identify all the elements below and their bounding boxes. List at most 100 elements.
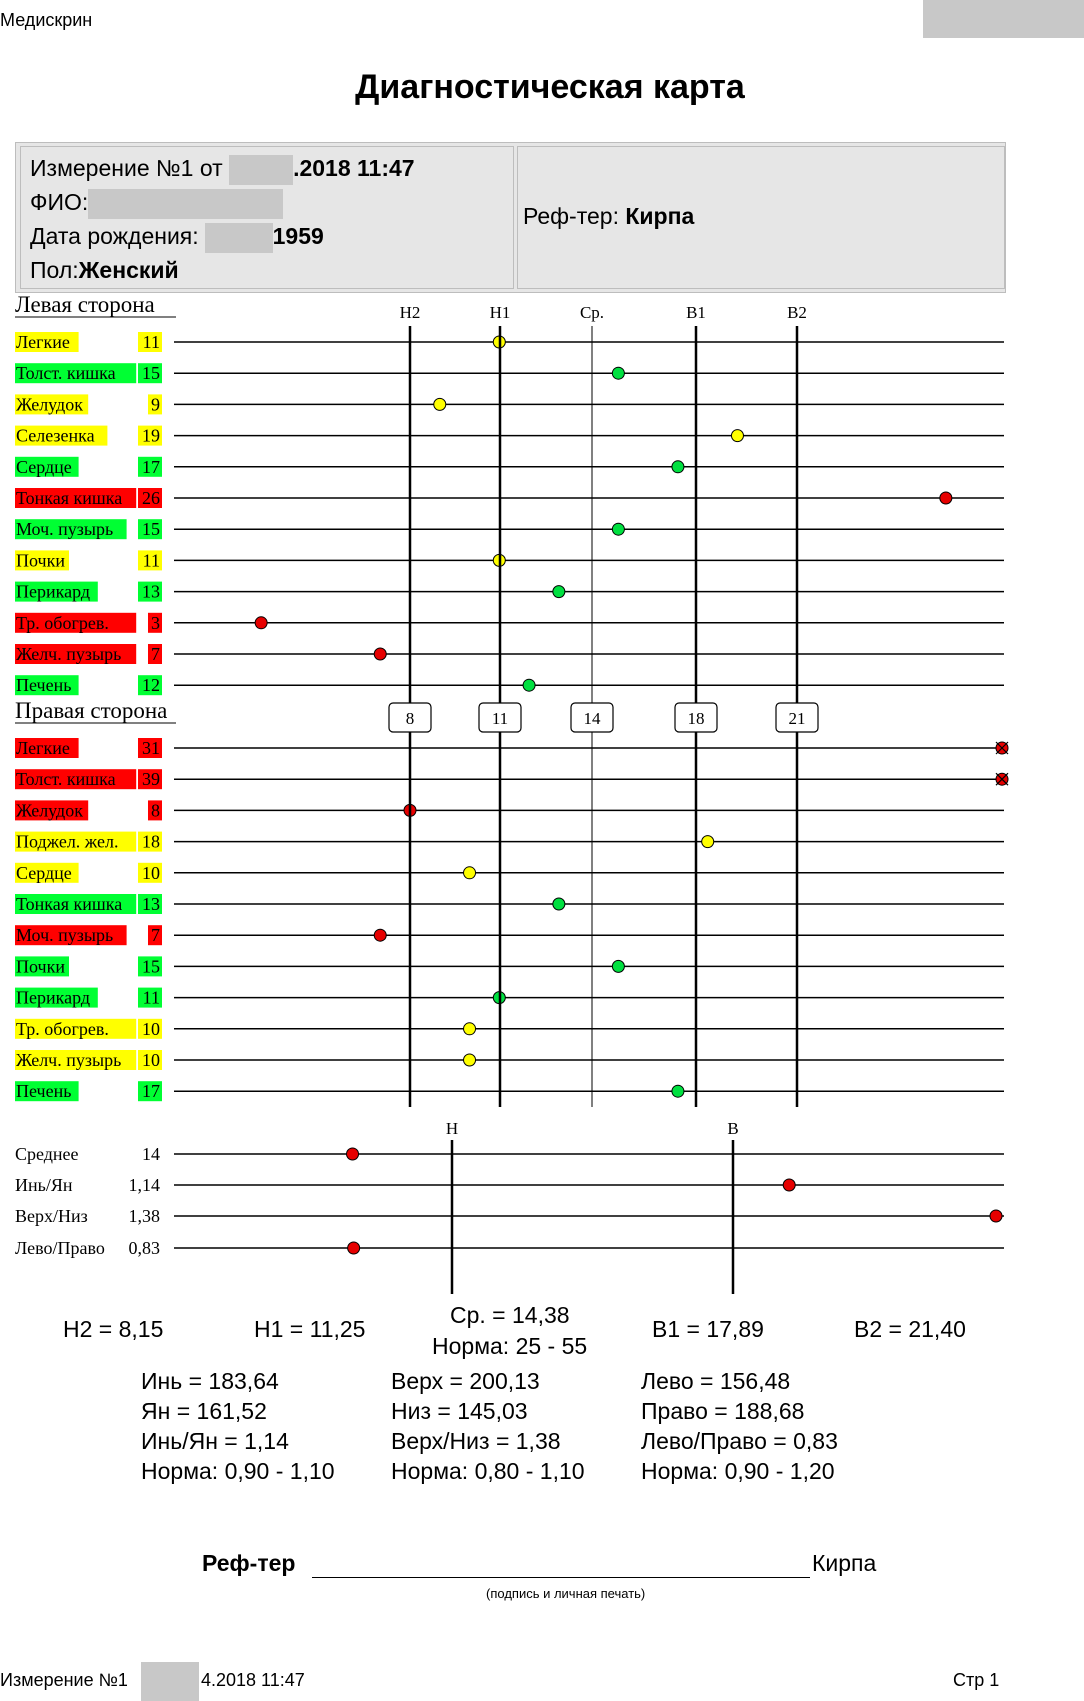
redacted-name (88, 189, 284, 219)
organ-value: 13 (142, 582, 160, 602)
column-value-label: 14 (584, 709, 602, 728)
value-marker (939, 491, 953, 505)
organ-label-bg (15, 956, 69, 977)
redacted-birthdate (204, 223, 273, 253)
organ-value: 15 (142, 956, 160, 976)
organ-label: Селезенка (16, 426, 95, 446)
organ-value-bg (148, 800, 162, 821)
summary-marker (989, 1209, 1003, 1223)
organ-value-bg (148, 925, 162, 946)
organ-value-bg (138, 862, 162, 883)
organ-value: 11 (143, 332, 160, 352)
organ-label-bg (15, 769, 137, 790)
organ-value: 15 (142, 363, 160, 383)
organ-value-bg (138, 581, 162, 602)
organ-label-bg (15, 612, 137, 633)
summary-label: Среднее (15, 1144, 79, 1164)
organ-value: 9 (151, 394, 160, 414)
value-marker (373, 647, 387, 661)
page-number: Стр 1 (953, 1670, 1000, 1690)
organ-label: Тонкая кишка (16, 488, 122, 508)
organ-value-bg (138, 550, 162, 571)
organ-label-bg (15, 644, 137, 664)
organ-value: 11 (143, 988, 160, 1008)
organ-value-bg (138, 894, 162, 914)
signature-name: Кирпа (812, 1550, 877, 1576)
sex-label: Пол: (30, 257, 79, 283)
organ-label-bg (15, 831, 137, 852)
organ-label: Сердце (16, 457, 72, 477)
organ-value-bg (138, 1050, 162, 1070)
organ-value-bg (138, 456, 162, 477)
organ-label-bg (15, 394, 89, 415)
column-value-box (674, 702, 718, 733)
column-label: Н2 (400, 303, 421, 322)
stat-yang: Ян = 161,52 (141, 1398, 267, 1424)
organ-value-bg (138, 519, 162, 540)
organ-value-bg (138, 831, 162, 852)
organ-value-bg (138, 956, 162, 977)
organ-value: 18 (142, 832, 160, 852)
stat-left-right: Лево/Право = 0,83 (641, 1428, 838, 1454)
organ-label: Легкие (16, 738, 70, 758)
value-marker (254, 616, 268, 630)
organ-label: Желч. пузырь (16, 1050, 121, 1070)
summary-value: 1,38 (129, 1206, 161, 1226)
organ-label-bg (15, 519, 127, 540)
organ-value: 12 (142, 675, 160, 695)
organ-value-bg (138, 332, 162, 352)
stat-right: Право = 188,68 (641, 1398, 805, 1424)
organ-label: Перикард (16, 582, 90, 602)
patient-info-panel: Измерение №1 от .2018 11:47 ФИО: Дата ро… (15, 142, 1006, 293)
organ-label: Желудок (16, 394, 83, 414)
summary-label: Инь/Ян (15, 1175, 73, 1195)
organ-value: 10 (142, 863, 160, 883)
redacted-block (923, 0, 1084, 38)
value-marker (373, 928, 387, 942)
column-value-box (388, 702, 432, 733)
summary-label: Верх/Низ (15, 1206, 88, 1226)
stat-b2: В2 = 21,40 (854, 1316, 966, 1342)
organ-label: Тр. обогрев. (16, 613, 109, 633)
stat-left-right-norm: Норма: 0,90 - 1,20 (641, 1458, 835, 1484)
organ-label-bg (15, 581, 98, 602)
organ-label-bg (15, 488, 137, 508)
organ-label: Почки (16, 956, 65, 976)
value-marker (730, 429, 744, 443)
organ-label: Тр. обогрев. (16, 1019, 109, 1039)
organ-label-bg (15, 425, 108, 446)
value-marker (463, 1022, 477, 1036)
column-label: Н1 (490, 303, 511, 322)
organ-value-bg (138, 769, 162, 790)
organ-value: 19 (142, 426, 160, 446)
organ-value-bg (138, 1081, 162, 1102)
referent-label: Реф-тер: (523, 203, 626, 229)
summary-value: 14 (142, 1144, 160, 1164)
column-value-label: 18 (688, 709, 705, 728)
stat-b1: В1 = 17,89 (652, 1316, 764, 1342)
organ-value-bg (148, 394, 162, 415)
birth-line: Дата рождения: 1959 (30, 223, 324, 253)
organ-value-bg (138, 1018, 162, 1039)
measurement-date: .2018 11:47 (293, 155, 415, 182)
organ-value-bg (138, 488, 162, 508)
page-title: Диагностическая карта (355, 68, 745, 106)
organ-value: 11 (143, 550, 160, 570)
sex-value: Женский (78, 257, 179, 283)
organ-value: 17 (142, 1081, 160, 1101)
organ-value: 26 (142, 488, 160, 508)
patient-details: Измерение №1 от .2018 11:47 ФИО: Дата ро… (20, 146, 514, 289)
organ-label: Моч. пузырь (16, 925, 113, 945)
organ-label-bg (15, 363, 137, 384)
organ-label-bg (15, 1081, 79, 1102)
summary-marker (782, 1178, 796, 1192)
organ-label: Желудок (16, 800, 83, 820)
organ-label-bg (15, 800, 89, 821)
organ-value: 7 (151, 644, 160, 664)
organ-label: Толст. кишка (16, 363, 116, 383)
stat-left: Лево = 156,48 (641, 1368, 791, 1394)
value-marker (522, 678, 536, 692)
measurement-label: Измерение №1 от (30, 155, 230, 182)
value-marker (611, 522, 625, 536)
column-value-label: 8 (406, 709, 415, 728)
